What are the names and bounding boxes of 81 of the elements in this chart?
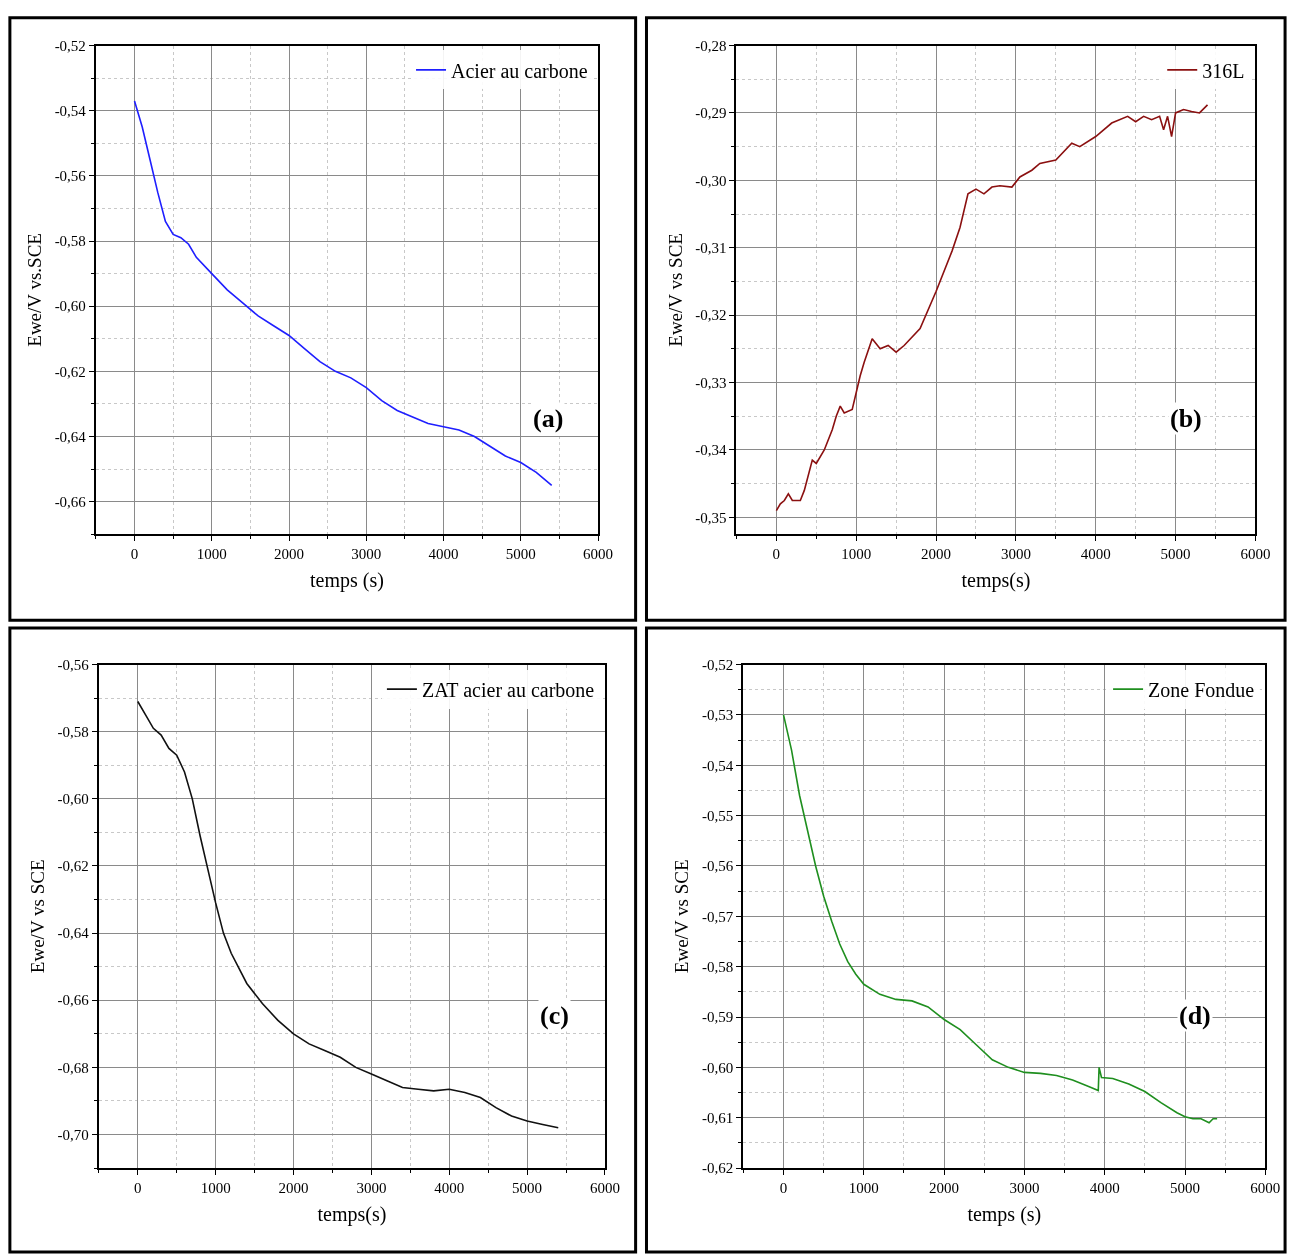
x-tick-label: 5000 xyxy=(512,1180,543,1197)
x-tick-label: 3000 xyxy=(1009,1180,1040,1197)
y-tick-label: -0,59 xyxy=(702,1009,734,1026)
x-tick-label: 2000 xyxy=(921,546,952,563)
y-tick-label: -0,64 xyxy=(54,428,87,445)
legend-label: Acier au carbone xyxy=(451,59,588,82)
x-tick-label: 5000 xyxy=(1170,1180,1200,1197)
x-tick-label: 5000 xyxy=(505,546,536,563)
x-axis-title: temps(s) xyxy=(317,1203,387,1227)
y-tick-label: -0,52 xyxy=(702,656,734,673)
x-tick-label: 6000 xyxy=(1240,546,1271,563)
y-tick-label: -0,58 xyxy=(57,723,89,740)
x-tick-label: 3000 xyxy=(356,1180,387,1197)
x-tick-label: 1000 xyxy=(196,546,227,563)
legend-label: Zone Fondue xyxy=(1148,678,1255,701)
y-tick-label: -0,33 xyxy=(695,374,727,391)
annotation: (d) xyxy=(1179,1001,1211,1030)
y-tick-label: -0,34 xyxy=(695,442,727,459)
x-tick-label: 6000 xyxy=(1250,1180,1281,1197)
y-tick-label: -0,70 xyxy=(57,1126,89,1143)
y-tick-label: -0,62 xyxy=(57,858,89,875)
y-tick-label: -0,64 xyxy=(57,925,90,942)
y-tick-label: -0,52 xyxy=(54,37,86,54)
x-tick-label: 4000 xyxy=(1089,1180,1120,1197)
annotation: (c) xyxy=(540,1001,569,1030)
x-axis-title: temps (s) xyxy=(310,569,384,593)
y-tick-label: -0,32 xyxy=(695,307,727,324)
y-tick-label: -0,68 xyxy=(57,1059,89,1076)
y-tick-label: -0,60 xyxy=(54,298,86,315)
x-tick-label: 0 xyxy=(134,1180,142,1197)
x-tick-label: 4000 xyxy=(1080,546,1111,563)
y-tick-label: -0,58 xyxy=(702,958,734,975)
y-tick-label: -0,35 xyxy=(695,509,727,526)
legend-label: ZAT acier au carbone xyxy=(421,678,595,701)
y-tick-label: -0,60 xyxy=(57,791,89,808)
x-axis-title: temps(s) xyxy=(961,569,1031,593)
x-tick-label: 2000 xyxy=(278,1180,309,1197)
y-tick-label: -0,61 xyxy=(702,1109,734,1126)
y-tick-label: -0,31 xyxy=(695,240,727,256)
x-tick-label: 1000 xyxy=(200,1180,231,1197)
x-tick-label: 6000 xyxy=(589,1180,620,1197)
x-tick-label: 1000 xyxy=(848,1180,879,1197)
y-tick-label: -0,54 xyxy=(54,102,87,119)
line-series xyxy=(782,714,1218,1124)
x-axis-title: temps (s) xyxy=(967,1203,1042,1227)
x-tick-label: 0 xyxy=(779,1180,788,1197)
y-tick-label: -0,56 xyxy=(54,168,87,185)
y-axis-title: Ewe/V vs.SCE xyxy=(23,233,45,347)
y-tick-label: -0,54 xyxy=(702,757,734,774)
y-tick-label: -0,28 xyxy=(695,37,727,54)
y-axis-title: Ewe/V vs SCE xyxy=(26,859,48,974)
x-tick-label: 0 xyxy=(772,546,781,563)
x-tick-label: 4000 xyxy=(428,546,459,563)
y-axis-title: Ewe/V vs SCE xyxy=(671,859,693,974)
annotation: (a) xyxy=(533,404,564,433)
y-tick-label: -0,56 xyxy=(57,656,90,673)
y-tick-label: -0,66 xyxy=(54,493,87,510)
x-tick-label: 3000 xyxy=(351,546,382,563)
y-tick-label: -0,56 xyxy=(702,858,734,875)
x-tick-label: 1000 xyxy=(841,546,872,563)
y-tick-label: -0,66 xyxy=(57,992,90,1009)
y-tick-label: -0,62 xyxy=(702,1160,734,1177)
y-tick-label: -0,57 xyxy=(702,908,734,925)
x-tick-label: 3000 xyxy=(1000,546,1031,563)
y-tick-label: -0,53 xyxy=(702,707,734,724)
annotation: (b) xyxy=(1170,404,1202,433)
legend-label: 316L xyxy=(1202,59,1245,82)
x-tick-label: 4000 xyxy=(434,1180,465,1197)
x-tick-label: 5000 xyxy=(1160,546,1191,563)
y-tick-label: -0,55 xyxy=(702,807,734,824)
line-series xyxy=(775,104,1209,512)
y-tick-label: -0,30 xyxy=(695,172,727,189)
x-tick-label: 2000 xyxy=(929,1180,960,1197)
y-tick-label: -0,62 xyxy=(54,363,86,380)
x-tick-label: 0 xyxy=(130,546,139,563)
y-tick-label: -0,58 xyxy=(54,233,86,250)
x-tick-label: 2000 xyxy=(274,546,305,563)
y-tick-label: -0,29 xyxy=(695,105,727,122)
y-tick-label: -0,60 xyxy=(702,1059,734,1076)
y-axis-title: Ewe/V vs SCE xyxy=(664,233,686,347)
x-tick-label: 6000 xyxy=(583,546,614,563)
